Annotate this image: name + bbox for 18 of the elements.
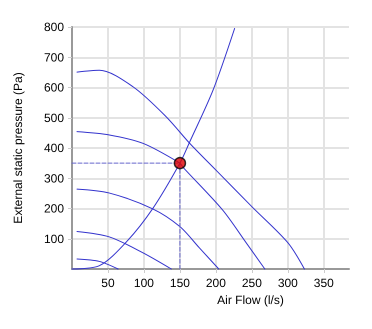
x-tick-label: 100 [134, 276, 154, 290]
y-tick-label: 500 [44, 110, 64, 125]
x-tick-label: 200 [206, 276, 226, 290]
x-tick-label: 250 [242, 276, 262, 290]
y-tick-label: 100 [44, 232, 64, 246]
y-tick-label: 700 [44, 50, 64, 64]
x-tick-label: 150 [170, 276, 190, 290]
line-series [76, 131, 266, 270]
x-tick-label: 50 [101, 276, 115, 290]
y-axis-title: External static pressure (Pa) [11, 72, 25, 224]
y-tick-label: 300 [44, 171, 64, 186]
x-tick-label: 350 [314, 276, 334, 290]
y-tick-label: 200 [44, 202, 64, 216]
x-axis-title: Air Flow (l/s) [217, 292, 284, 307]
x-tick-label: 300 [278, 276, 298, 290]
y-tick-label: 600 [44, 80, 64, 94]
y-tick-label: 800 [44, 20, 64, 34]
y-tick-label: 400 [44, 141, 64, 155]
